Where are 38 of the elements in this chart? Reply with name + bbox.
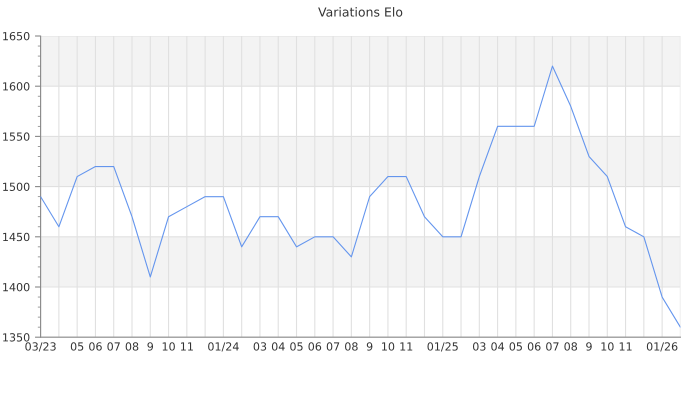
y-tick-label: 1550 <box>3 132 30 141</box>
y-tick-label: 1500 <box>3 182 30 191</box>
y-tick-label: 1450 <box>3 232 30 242</box>
x-tick-label: 07 <box>546 342 559 351</box>
chart-title: Variations Elo <box>318 7 402 17</box>
x-tick-label: 06 <box>89 342 102 351</box>
y-tick-label: 1600 <box>3 82 30 91</box>
x-tick-label: 11 <box>180 342 193 351</box>
x-tick-label: 9 <box>147 342 154 351</box>
x-tick-label: 11 <box>400 342 412 351</box>
x-tick-label: 03/23 <box>25 342 56 352</box>
x-tick-label: 01/25 <box>427 342 458 352</box>
x-tick-label: 01/26 <box>646 342 678 352</box>
x-tick-label: 04 <box>491 342 504 351</box>
x-tick-label: 07 <box>326 342 340 351</box>
x-tick-label: 08 <box>345 342 358 351</box>
x-tick-label: 05 <box>290 342 303 351</box>
x-tick-label: 08 <box>126 342 138 351</box>
y-tick-label: 1400 <box>3 282 30 292</box>
x-tick-label: 11 <box>620 342 632 351</box>
x-tick-label: 10 <box>162 342 175 351</box>
line-series <box>40 66 680 328</box>
x-tick-label: 08 <box>564 342 578 351</box>
x-tick-label: 04 <box>272 342 285 351</box>
x-tick-label: 05 <box>510 342 522 351</box>
x-tick-label: 06 <box>528 342 541 351</box>
y-tick-label: 1350 <box>3 333 30 342</box>
x-tick-label: 10 <box>601 342 614 351</box>
y-tick-label: 1650 <box>3 32 30 40</box>
x-tick-label: 10 <box>382 342 394 351</box>
x-tick-label: 07 <box>107 342 120 351</box>
x-tick-label: 03 <box>254 342 266 351</box>
x-tick-label: 03 <box>472 342 486 351</box>
x-tick-label: 01/24 <box>208 342 239 352</box>
x-tick-label: 9 <box>366 342 372 351</box>
x-tick-label: 9 <box>586 342 592 351</box>
x-tick-label: 06 <box>308 342 322 351</box>
x-tick-label: 05 <box>70 342 84 351</box>
